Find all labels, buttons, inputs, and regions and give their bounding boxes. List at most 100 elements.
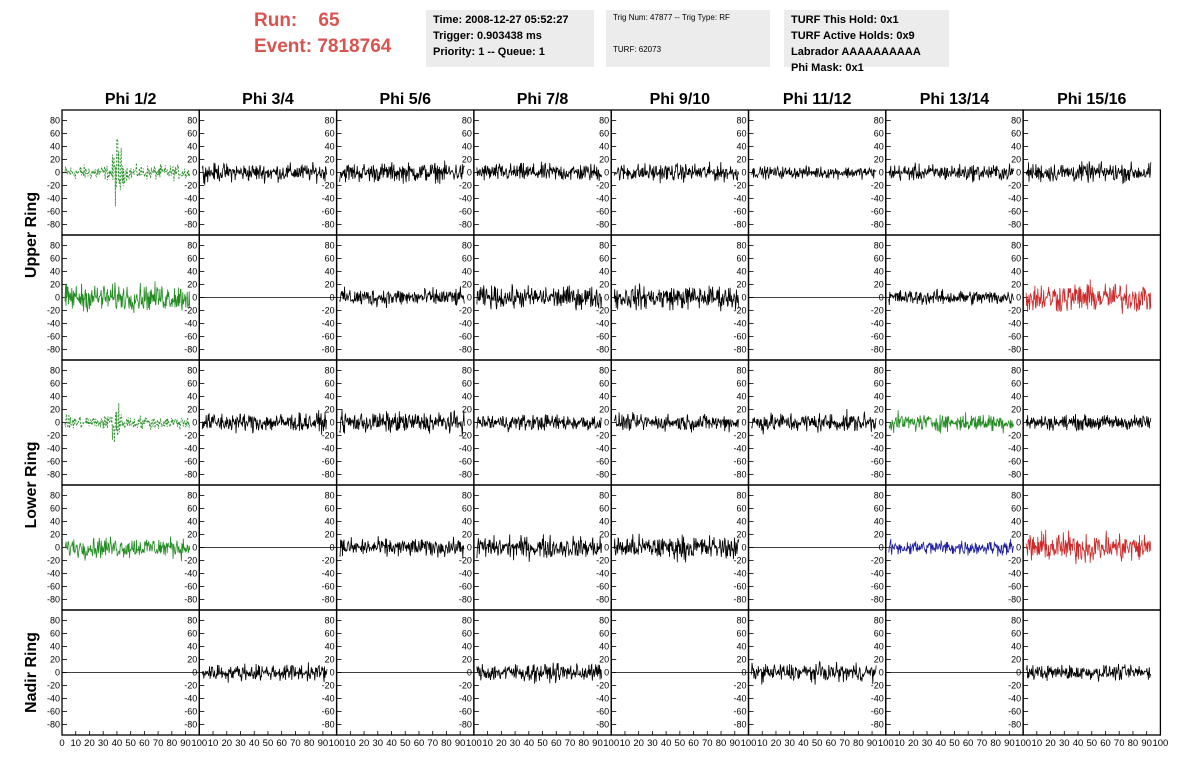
- y-tick-label: 40: [1011, 392, 1021, 402]
- y-tick-label: 60: [462, 629, 472, 639]
- x-tick-label: 90: [1141, 738, 1152, 749]
- waveform-trace: [476, 534, 602, 562]
- y-tick-label: -80: [322, 720, 335, 730]
- turf-this-hold-line: TURF This Hold: 0x1: [791, 14, 899, 26]
- event-label: Event:: [254, 36, 313, 57]
- y-tick-label: 20: [736, 405, 746, 415]
- y-tick-label: 80: [187, 366, 197, 376]
- y-tick-label: -80: [184, 720, 197, 730]
- x-tick-label: 90: [1004, 738, 1015, 749]
- y-tick-label: -40: [47, 569, 60, 579]
- waveform-trace: [476, 414, 602, 433]
- panel-r1-c3: -80 -60 -40 -20 0 20 40 60 80: [322, 109, 475, 236]
- y-tick-label: 60: [736, 504, 746, 514]
- y-tick-label: -80: [47, 345, 60, 355]
- y-tick-label: -60: [733, 582, 746, 592]
- x-tick-label: 30: [98, 738, 109, 749]
- y-tick-label: -20: [871, 431, 884, 441]
- y-tick-label: 0: [879, 668, 884, 678]
- y-tick-label: -60: [1008, 707, 1021, 717]
- y-tick-label: 20: [599, 655, 609, 665]
- panel-r4-c4: -80 -60 -40 -20 0 20 40 60 80: [459, 484, 612, 611]
- y-tick-label: 20: [462, 155, 472, 165]
- y-tick-label: 40: [736, 392, 746, 402]
- panel-r4-c2: -80 -60 -40 -20 0 20 40 60 80: [184, 484, 338, 611]
- y-tick-label: -80: [322, 220, 335, 230]
- y-tick-label: 80: [462, 241, 472, 251]
- y-tick-label: -80: [322, 470, 335, 480]
- waveform-trace: [339, 536, 465, 559]
- y-tick-label: -20: [733, 306, 746, 316]
- y-tick-label: 80: [462, 116, 472, 126]
- y-tick-label: 60: [50, 504, 60, 514]
- y-tick-label: 80: [325, 116, 335, 126]
- y-tick-label: 60: [599, 254, 609, 264]
- y-tick-label: 0: [879, 168, 884, 178]
- y-tick-label: 80: [187, 616, 197, 626]
- x-tick-label: 100: [878, 738, 894, 749]
- y-tick-label: 20: [187, 155, 197, 165]
- y-tick-label: 40: [325, 142, 335, 152]
- y-tick-label: 0: [1016, 293, 1021, 303]
- x-tick-label: 10: [757, 738, 768, 749]
- y-tick-label: 20: [874, 155, 884, 165]
- y-tick-label: 20: [599, 405, 609, 415]
- x-tick-label: 80: [304, 738, 315, 749]
- y-tick-label: 20: [736, 655, 746, 665]
- y-tick-label: 80: [325, 491, 335, 501]
- y-tick-label: 20: [1011, 655, 1021, 665]
- waveform-trace: [1025, 663, 1152, 682]
- y-tick-label: -40: [459, 694, 472, 704]
- panel-r5-c7: -80 -60 -40 -20 0 20 40 60 80: [871, 609, 1024, 736]
- y-tick-label: 80: [50, 616, 60, 626]
- y-tick-label: 20: [187, 280, 197, 290]
- y-tick-label: 20: [874, 530, 884, 540]
- x-tick-label: 60: [688, 738, 699, 749]
- y-tick-label: -40: [1008, 319, 1021, 329]
- y-tick-label: 60: [874, 379, 884, 389]
- y-tick-label: -60: [871, 207, 884, 217]
- y-tick-label: -20: [322, 431, 335, 441]
- y-tick-label: -60: [47, 707, 60, 717]
- x-tick-label: 50: [949, 738, 960, 749]
- y-tick-label: -20: [184, 306, 197, 316]
- y-tick-label: 20: [462, 280, 472, 290]
- y-tick-label: -60: [322, 707, 335, 717]
- y-tick-label: 40: [1011, 142, 1021, 152]
- panel-r3-c8: -80 -60 -40 -20 0 20 40 60 80: [1008, 359, 1162, 486]
- y-tick-label: -20: [322, 681, 335, 691]
- y-tick-label: -20: [871, 681, 884, 691]
- x-tick-label: 80: [167, 738, 178, 749]
- column-header-1: Phi 1/2: [105, 91, 157, 108]
- y-tick-label: 0: [879, 418, 884, 428]
- y-tick-label: 60: [599, 629, 609, 639]
- y-tick-label: -40: [733, 319, 746, 329]
- column-header-6: Phi 11/12: [783, 91, 852, 108]
- y-tick-label: -80: [322, 595, 335, 605]
- y-tick-label: 60: [50, 379, 60, 389]
- waveform-trace: [1025, 161, 1152, 185]
- y-tick-label: -40: [322, 194, 335, 204]
- x-tick-label: 40: [935, 738, 946, 749]
- y-tick-label: 60: [874, 129, 884, 139]
- y-tick-label: -80: [184, 345, 197, 355]
- y-tick-label: 80: [187, 116, 197, 126]
- y-tick-label: -20: [1008, 181, 1021, 191]
- y-tick-label: -40: [47, 694, 60, 704]
- waveform-trace: [64, 403, 191, 443]
- y-tick-label: 0: [55, 543, 60, 553]
- y-tick-label: -40: [322, 694, 335, 704]
- y-tick-label: 20: [462, 530, 472, 540]
- priority-line: Priority: 1 -- Queue: 1: [433, 46, 545, 58]
- y-tick-label: 80: [50, 491, 60, 501]
- y-tick-label: -80: [459, 220, 472, 230]
- y-tick-label: -20: [322, 181, 335, 191]
- y-tick-label: -20: [871, 306, 884, 316]
- y-tick-label: -40: [47, 319, 60, 329]
- y-tick-label: 60: [736, 254, 746, 264]
- y-tick-label: -20: [184, 181, 197, 191]
- y-tick-label: 80: [1011, 241, 1021, 251]
- y-tick-label: 0: [192, 168, 197, 178]
- y-tick-label: 0: [192, 543, 197, 553]
- y-tick-label: 0: [604, 543, 609, 553]
